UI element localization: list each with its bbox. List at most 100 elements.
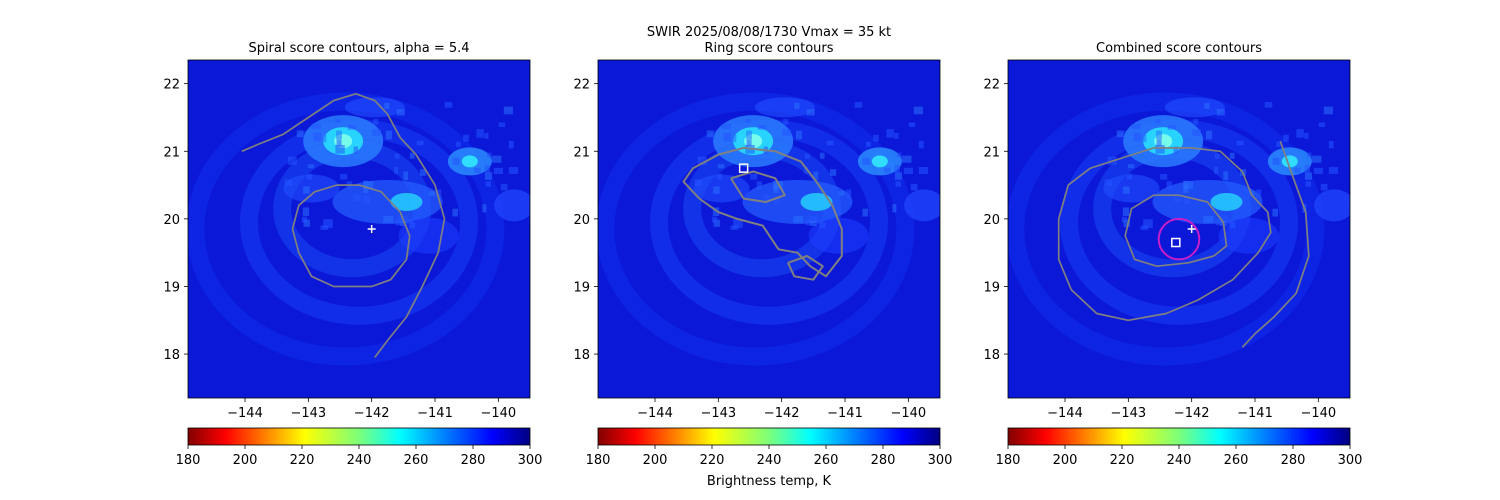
cloud-pixel xyxy=(903,167,913,175)
cloud-pixel xyxy=(1256,189,1262,199)
cloud-pixel xyxy=(810,221,817,227)
cloud-pixel xyxy=(452,157,460,165)
colorbar xyxy=(597,427,941,446)
cloud-pixel xyxy=(829,169,837,176)
cloud-pixel xyxy=(436,189,442,199)
cloud-pixel xyxy=(372,129,381,136)
cloud-pixel xyxy=(1304,165,1310,173)
cloud-pixel xyxy=(284,179,293,186)
score-contour xyxy=(1241,140,1310,348)
cloud-pixel xyxy=(1116,130,1124,138)
colorbar-tick-label: 180 xyxy=(996,453,1021,468)
cloud-pixel xyxy=(1127,164,1135,169)
x-tick-label: −141 xyxy=(1237,406,1273,421)
cloud-pixel xyxy=(713,219,721,227)
cloud-pixel xyxy=(373,118,379,125)
center-circle xyxy=(1157,217,1201,261)
cloud-pixel xyxy=(336,155,343,161)
colorbar-tick-label: 300 xyxy=(1338,453,1363,468)
cloud-pixel xyxy=(782,129,791,136)
colorbar-tick-label: 200 xyxy=(233,453,258,468)
square-marker xyxy=(1171,237,1181,248)
cloud-pixel xyxy=(383,215,394,223)
cloud-pixel xyxy=(804,153,810,159)
cloud-pixel xyxy=(323,219,333,229)
colorbar xyxy=(1007,427,1351,446)
score-contour xyxy=(241,92,446,358)
cloud-pixel xyxy=(444,102,453,108)
cloud-pixel xyxy=(756,181,763,189)
satellite-image xyxy=(188,60,530,398)
colorbar-tick-label: 300 xyxy=(518,453,543,468)
cloud-pixel xyxy=(301,216,308,223)
cloud-pixel xyxy=(1133,132,1142,142)
cloud-pixel xyxy=(485,181,492,187)
cloud-pixel xyxy=(862,157,870,165)
y-tick-label: 21 xyxy=(573,145,590,160)
cloud-pixel xyxy=(320,225,329,230)
cloud-pixel xyxy=(1104,179,1113,186)
cloud-pixel xyxy=(1296,129,1304,138)
x-tick-label: −142 xyxy=(354,406,390,421)
cloud-pixel xyxy=(1173,146,1179,154)
cloud-blob xyxy=(1103,174,1160,203)
cloud-pixel xyxy=(409,222,416,229)
score-contour xyxy=(291,184,411,288)
x-tick-label: −141 xyxy=(827,406,863,421)
colorbar-tick-label: 200 xyxy=(643,453,668,468)
cloud-pixel xyxy=(1323,106,1333,115)
y-tick-label: 22 xyxy=(163,78,180,93)
cloud-pixel xyxy=(347,125,356,130)
cloud-pixel xyxy=(1156,130,1162,140)
cloud-blob xyxy=(344,97,405,118)
cloud-pixel xyxy=(819,222,826,229)
colorbar-tick-label: 220 xyxy=(1110,453,1135,468)
y-tick-label: 20 xyxy=(573,213,590,228)
cloud-pixel xyxy=(403,171,409,180)
cloud-pixel xyxy=(805,218,812,226)
colorbar-label: Brightness temp, K xyxy=(707,474,832,489)
cloud-pixel xyxy=(763,194,771,202)
cloud-pixel xyxy=(783,118,789,125)
cloud-pixel xyxy=(1223,171,1229,180)
cloud-pixel xyxy=(733,219,743,229)
cloud-pixel xyxy=(463,134,469,142)
cloud-pixel xyxy=(486,152,492,158)
y-tick-label: 18 xyxy=(573,348,590,363)
plus-marker xyxy=(367,225,376,233)
panel-2: Ring score contours −144 −143 −142 −141 −140 1… xyxy=(573,41,952,468)
cloud-pixel xyxy=(862,208,869,217)
y-tick-label: 22 xyxy=(573,78,590,93)
cloud-pixel xyxy=(746,130,752,140)
cloud-pixel xyxy=(395,218,402,226)
cloud-pixel xyxy=(1131,123,1141,130)
colorbar-tick-label: 240 xyxy=(1167,453,1192,468)
colorbar-tick-label: 280 xyxy=(1281,453,1306,468)
colorbar-tick-label: 260 xyxy=(1224,453,1249,468)
cloud-pixel xyxy=(335,144,345,154)
cloud-pixel xyxy=(816,218,823,224)
panel-3: Combined score contours −144 −143 −142 −141 −… xyxy=(983,41,1362,468)
cloud-pixel xyxy=(287,156,297,165)
cloud-pixel xyxy=(728,134,737,143)
square-marker xyxy=(738,163,749,173)
cloud-pixel xyxy=(1160,173,1168,180)
cloud-pixel xyxy=(712,207,720,217)
cloud-pixel xyxy=(1311,155,1322,163)
cloud-pixel xyxy=(1156,155,1163,161)
cloud-pixel xyxy=(894,172,902,180)
cloud-pixel xyxy=(1328,140,1334,149)
panel-title: Combined score contours xyxy=(1096,41,1262,56)
cloud-blob xyxy=(1210,192,1243,211)
y-tick-label: 21 xyxy=(983,145,1000,160)
cloud-pixel xyxy=(794,102,800,109)
x-tick-label: −140 xyxy=(890,406,926,421)
cloud-pixel xyxy=(716,173,723,180)
cloud-pixel xyxy=(854,102,863,108)
cloud-pixel xyxy=(721,123,731,130)
cloud-pixel xyxy=(901,155,912,163)
cloud-pixel xyxy=(894,132,899,139)
cloud-pixel xyxy=(804,166,809,174)
cloud-blob xyxy=(904,189,940,222)
cloud-pixel xyxy=(738,157,745,162)
